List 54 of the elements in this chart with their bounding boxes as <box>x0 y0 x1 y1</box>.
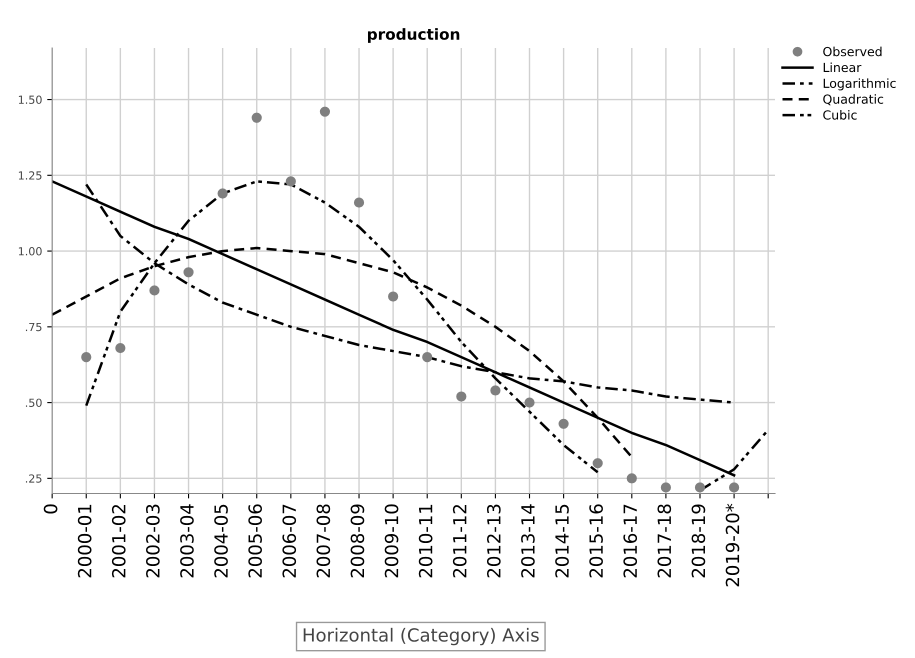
y-tick-label: 1.25 <box>18 171 42 180</box>
legend-label: Cubic <box>823 110 857 120</box>
x-tick-label: 2000-01 <box>78 504 92 578</box>
point <box>218 188 228 199</box>
legend-label: Quadratic <box>823 94 884 106</box>
x-tick-label: 2009-10 <box>384 504 398 578</box>
x-tick-label: 2010-11 <box>418 504 432 578</box>
x-tick-label: 2014-15 <box>555 504 569 578</box>
point <box>115 342 126 354</box>
x-tick-label: 2011-12 <box>452 505 467 578</box>
point <box>149 285 160 296</box>
legend-label: Linear <box>824 62 862 72</box>
x-tick-label: 2007-08 <box>316 504 330 578</box>
x-tick-label: 2017-18 <box>657 504 672 578</box>
x-tick-label: 2013-14 <box>521 504 535 578</box>
y-tick-label: .75 <box>26 322 42 332</box>
x-tick-label: 2001-02 <box>112 505 126 578</box>
point <box>558 418 569 429</box>
point <box>694 482 706 493</box>
legend-label: Logarithmic <box>824 78 896 90</box>
y-tick-label: 1.50 <box>18 96 42 104</box>
point <box>286 176 296 186</box>
point <box>81 352 92 362</box>
point <box>490 385 500 396</box>
x-tick-label: 2016-17 <box>623 504 638 578</box>
point <box>320 106 330 117</box>
x-tick-label: 2019-20* <box>726 504 740 586</box>
x-tick-label: 2005-06 <box>248 504 262 578</box>
point <box>422 352 432 362</box>
point <box>626 473 637 484</box>
point <box>388 291 398 302</box>
legend-label: Observed <box>823 46 882 56</box>
y-tick-label: 1.00 <box>18 247 42 256</box>
x-tick-label: 2015-16 <box>589 504 603 578</box>
x-tick-label: 0 <box>44 504 58 514</box>
y-tick-label: .50 <box>26 398 42 407</box>
point <box>524 398 535 408</box>
text: Horizontal (Category) Axis <box>304 628 539 646</box>
x-tick-label: 2002-03 <box>146 504 160 578</box>
x-tick-label: 2003-04 <box>180 504 194 578</box>
point <box>456 391 466 402</box>
y-tick-label: .25 <box>26 474 42 483</box>
point <box>729 482 740 493</box>
chart-title: production <box>368 28 460 43</box>
point <box>660 482 671 493</box>
point <box>183 267 194 278</box>
point <box>354 197 364 208</box>
x-tick-label: 2008-09 <box>350 504 364 578</box>
x-tick-label: 2004-05 <box>214 504 228 578</box>
point <box>592 458 603 468</box>
x-tick-label: 2006-07 <box>282 504 296 578</box>
x-tick-label: 2018-19 <box>692 504 706 578</box>
x-tick-label: 2012-13 <box>486 504 501 578</box>
point <box>252 112 262 123</box>
